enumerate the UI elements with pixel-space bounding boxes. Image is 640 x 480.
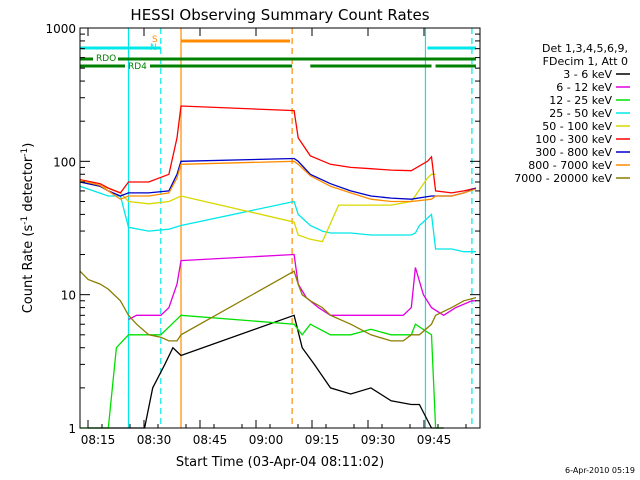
x-axis-ticks: 08:15 08:30 08:45 09:00 09:15 09:30 09:45 [81, 28, 467, 447]
x-axis-label: Start Time (03-Apr-04 08:11:02) [176, 455, 384, 470]
series-line-4 [79, 173, 436, 243]
status-flags: RDO RD4 SN [80, 35, 476, 72]
series-line-3 [79, 185, 476, 253]
x-tick-label-2: 08:45 [193, 433, 228, 447]
flag-label-rd4: RD4 [128, 62, 147, 72]
y-axis-ticks: 1 10 100 1000 [45, 22, 480, 436]
x-tick-label-0: 08:15 [81, 433, 116, 447]
legend-label-7: 800 - 7000 keV [528, 159, 612, 172]
y-tick-label-2: 100 [53, 155, 76, 169]
x-tick-label-4: 09:15 [305, 433, 340, 447]
flag-label-n: N [150, 43, 157, 53]
flag-label-s: S [152, 35, 158, 45]
legend-header-line-1: Det 1,3,4,5,6,9, [542, 42, 628, 55]
series-line-6 [79, 157, 477, 200]
legend-label-2: 12 - 25 keV [549, 94, 612, 107]
y-tick-label-0: 1 [68, 422, 76, 436]
flag-label-rdo: RDO [96, 54, 116, 64]
plot-area [127, 28, 473, 428]
legend-label-3: 25 - 50 keV [549, 107, 612, 120]
plot-frame [79, 27, 481, 429]
legend-label-8: 7000 - 20000 keV [514, 172, 612, 185]
footer-date: 6-Apr-2010 05:19 [565, 466, 635, 475]
legend-label-6: 300 - 800 keV [535, 146, 612, 159]
legend-header-line-2: FDecim 1, Att 0 [543, 55, 628, 68]
series-line-2 [80, 314, 444, 429]
series-line-0 [88, 314, 444, 429]
x-tick-label-6: 09:45 [417, 433, 452, 447]
legend: Det 1,3,4,5,6,9, FDecim 1, Att 0 3 - 6 k… [514, 42, 630, 185]
legend-label-1: 6 - 12 keV [556, 81, 612, 94]
series-line-5 [79, 105, 477, 194]
y-axis-label: Count Rate (s-1 detector-1) [20, 143, 36, 314]
legend-label-4: 50 - 100 keV [542, 120, 612, 133]
series-lines [79, 105, 477, 429]
chart-title: HESSI Observing Summary Count Rates [130, 6, 429, 24]
x-tick-label-1: 08:30 [137, 433, 172, 447]
y-tick-label-3: 1000 [45, 22, 76, 36]
y-tick-label-1: 10 [61, 289, 76, 303]
x-tick-label-5: 09:30 [361, 433, 396, 447]
series-line-1 [128, 253, 476, 321]
x-tick-label-3: 09:00 [249, 433, 284, 447]
series-line-7 [79, 160, 477, 203]
legend-label-0: 3 - 6 keV [563, 68, 612, 81]
legend-label-5: 100 - 300 keV [535, 133, 612, 146]
series-line-8 [79, 270, 477, 342]
